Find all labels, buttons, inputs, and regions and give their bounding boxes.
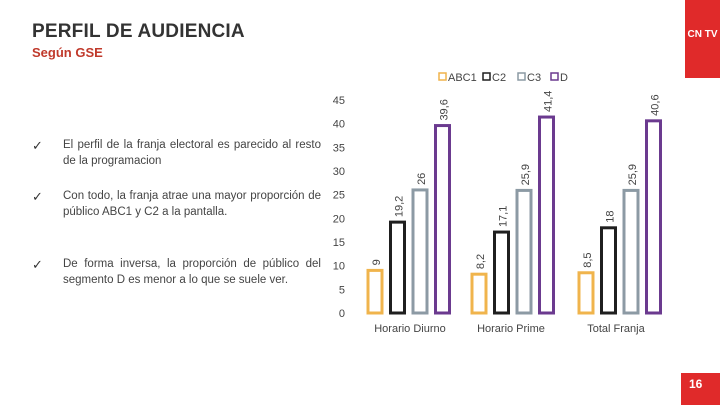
- legend-swatch: [550, 72, 559, 81]
- bar-c3: [411, 188, 429, 315]
- bar-abc1: [366, 268, 384, 315]
- check-icon: ✓: [32, 189, 43, 204]
- legend-swatch: [517, 72, 526, 81]
- y-tick-label: 0: [339, 308, 345, 320]
- channel-logo: CN TV: [685, 0, 720, 78]
- y-tick-label: 30: [333, 166, 345, 178]
- y-tick-label: 40: [333, 119, 345, 131]
- bar-value-label: 17,1: [498, 206, 510, 227]
- y-tick-label: 15: [333, 237, 345, 249]
- bar-value-label: 8,2: [475, 254, 487, 269]
- legend-swatch: [438, 72, 447, 81]
- legend-label: C2: [492, 72, 506, 84]
- bar-value-label: 39,6: [439, 99, 451, 120]
- bar-value-label: 18: [605, 211, 617, 223]
- bar-value-label: 40,6: [650, 94, 662, 115]
- legend-label: ABC1: [448, 72, 477, 84]
- bullet-item: ✓ De forma inversa, la proporción de púb…: [32, 257, 321, 288]
- bar-value-label: 25,9: [627, 164, 639, 185]
- bullet-text: El perfil de la franja electoral es pare…: [63, 139, 321, 167]
- bullet-item: ✓ El perfil de la franja electoral es pa…: [32, 138, 321, 169]
- legend-swatch: [482, 72, 491, 81]
- category-label: Horario Diurno: [374, 323, 446, 335]
- page-subtitle: Según GSE: [32, 45, 103, 60]
- bar-abc1: [577, 271, 595, 315]
- bar-d: [645, 119, 662, 315]
- bullet-text: Con todo, la franja atrae una mayor prop…: [63, 190, 321, 218]
- bar-abc1: [470, 272, 488, 315]
- page-title: PERFIL DE AUDIENCIA: [32, 21, 245, 42]
- bar-value-label: 9: [371, 259, 383, 265]
- bar-value-label: 26: [416, 173, 428, 185]
- bar-value-label: 19,2: [394, 196, 406, 217]
- check-icon: ✓: [32, 257, 43, 272]
- bar-c3: [622, 188, 640, 315]
- bar-value-label: 8,5: [582, 252, 594, 267]
- bar-value-label: 25,9: [520, 164, 532, 185]
- y-tick-label: 5: [339, 284, 345, 296]
- bullet-text: De forma inversa, la proporción de públi…: [63, 258, 321, 286]
- y-tick-label: 10: [333, 261, 345, 273]
- bar-c3: [515, 188, 533, 315]
- bar-c2: [493, 230, 510, 315]
- bar-d: [434, 124, 451, 315]
- category-label: Total Franja: [587, 323, 645, 335]
- bullet-item: ✓ Con todo, la franja atrae una mayor pr…: [32, 189, 321, 220]
- bar-value-label: 41,4: [543, 91, 555, 112]
- category-label: Horario Prime: [477, 323, 545, 335]
- bar-d: [538, 115, 555, 315]
- bar-c2: [600, 226, 617, 315]
- page-number: 16: [681, 373, 720, 405]
- y-tick-label: 25: [333, 190, 345, 202]
- y-tick-label: 45: [333, 95, 345, 107]
- check-icon: ✓: [32, 138, 43, 153]
- bar-c2: [389, 220, 406, 315]
- legend-label: D: [560, 72, 568, 84]
- legend-label: C3: [527, 72, 541, 84]
- y-tick-label: 35: [333, 142, 345, 154]
- y-tick-label: 20: [333, 213, 345, 225]
